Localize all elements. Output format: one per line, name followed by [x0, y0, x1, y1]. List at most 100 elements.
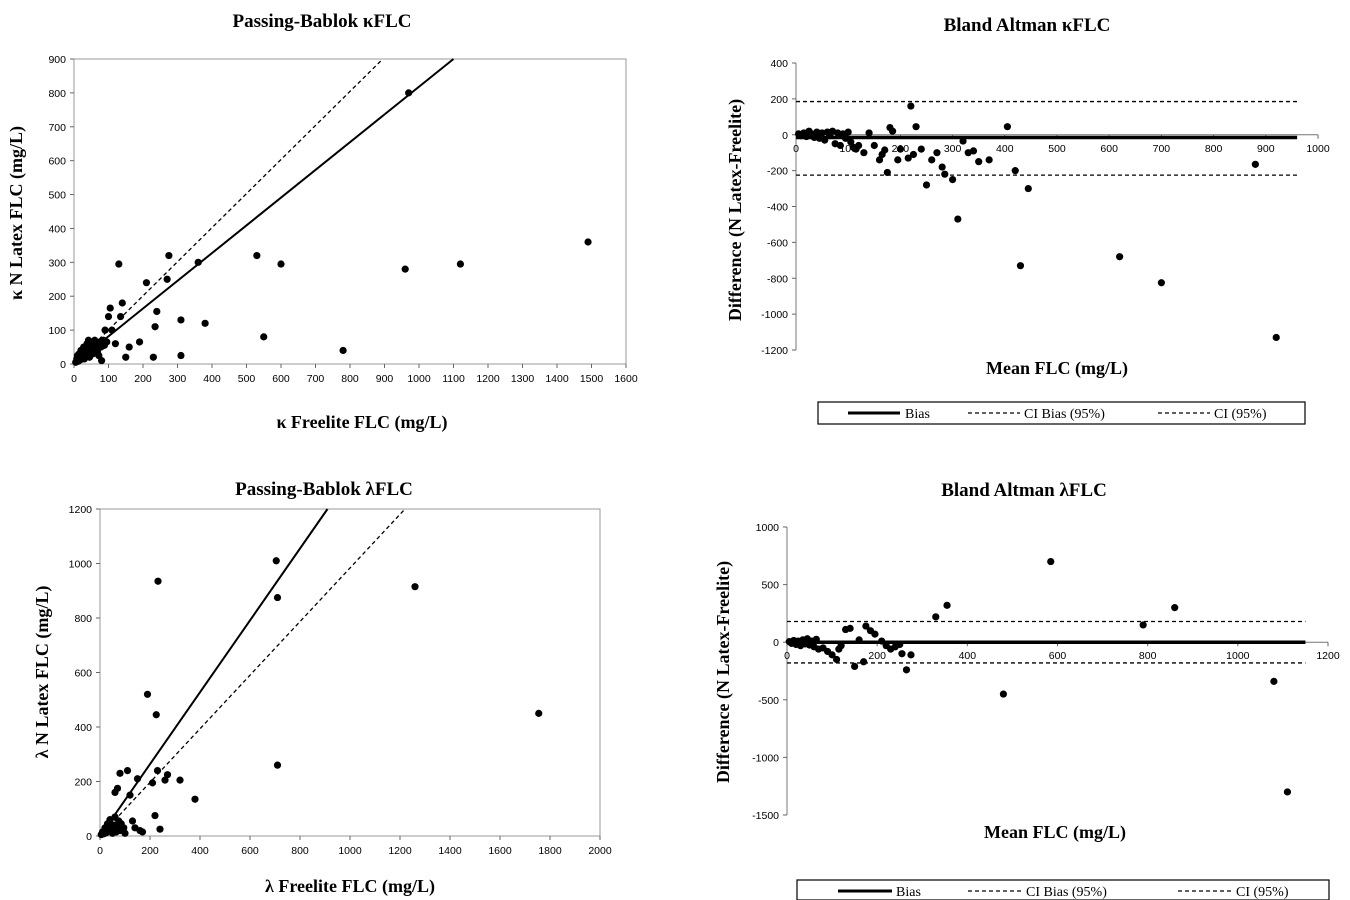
x-tick-label: 700	[1153, 143, 1171, 155]
x-tick-label: 1200	[476, 373, 500, 385]
data-point	[149, 353, 157, 361]
x-tick-label: 600	[1049, 650, 1067, 662]
data-point	[191, 795, 199, 803]
x-tick-label: 1000	[338, 845, 362, 857]
x-tick-label: 1100	[442, 373, 465, 385]
data-point	[260, 333, 268, 341]
plot-area: -1200-1000-800-600-400-20002004000100200…	[761, 58, 1330, 357]
x-tick-label: 400	[203, 373, 221, 385]
data-point	[949, 175, 957, 184]
x-tick-label: 1500	[580, 373, 604, 385]
y-axis-label: Difference (N Latex-Freelite)	[725, 99, 746, 321]
data-point	[1011, 167, 1019, 175]
plot-area: 0 200 400 600 800 1000 1200 1400 1600 1800 2000 0 20…	[69, 504, 612, 857]
passing-bablok-kappa-chart: Passing-Bablok κFLC κ Freelite FLC (mg/L…	[6, 11, 638, 433]
x-tick-label: 0	[97, 845, 103, 857]
y-axis-label: κ N Latex FLC (mg/L)	[6, 126, 27, 300]
x-tick-label: 100	[100, 373, 118, 385]
y-tick-label: -200	[767, 166, 788, 178]
data-point	[912, 123, 920, 131]
data-point	[917, 145, 925, 153]
data-point	[933, 149, 941, 157]
y-tick-label: -400	[767, 202, 788, 214]
data-point	[881, 146, 889, 154]
y-tick-label: 0	[782, 130, 788, 142]
data-point	[104, 312, 113, 321]
data-point	[902, 666, 911, 674]
data-point	[125, 343, 133, 351]
y-tick-label: 1000	[756, 522, 780, 534]
x-axis-label: Mean FLC (mg/L)	[986, 358, 1128, 379]
bland-altman-kappa-chart: Bland Altman κFLC Mean FLC (mg/L) Differ…	[725, 15, 1330, 425]
data-point	[1003, 123, 1012, 131]
x-tick-label: 0	[71, 373, 77, 385]
data-point	[1016, 262, 1025, 270]
x-tick-label: 1600	[614, 373, 638, 385]
x-tick-label: 300	[944, 143, 962, 155]
x-tick-label: 300	[169, 373, 187, 385]
x-axis-label: λ Freelite FLC (mg/L)	[265, 876, 435, 897]
x-tick-label: 600	[241, 845, 259, 857]
data-point	[116, 769, 124, 777]
data-point	[836, 141, 844, 150]
y-tick-label: 800	[48, 88, 66, 100]
x-tick-label: 900	[1257, 143, 1275, 155]
y-tick-label: 400	[48, 223, 66, 235]
y-tick-label: 0	[60, 359, 66, 371]
data-point	[837, 642, 845, 650]
data-point	[875, 156, 884, 164]
data-point	[161, 776, 169, 784]
data-point	[153, 307, 161, 316]
identity-line	[73, 58, 384, 365]
x-tick-label: 200	[141, 845, 159, 857]
x-tick-label: 400	[996, 143, 1014, 155]
data-point	[151, 811, 159, 820]
data-point	[153, 767, 162, 775]
data-point	[855, 141, 863, 150]
x-tick-label: 800	[1139, 650, 1157, 662]
y-tick-label: -800	[767, 273, 788, 285]
data-point	[98, 357, 106, 365]
data-point	[273, 593, 282, 602]
y-tick-label: 200	[770, 94, 788, 106]
legend: Bias CI Bias (95%) CI (95%)	[796, 879, 1330, 900]
data-point	[456, 260, 464, 268]
x-tick-label: 2000	[588, 845, 612, 857]
data-point	[969, 147, 978, 155]
data-point	[878, 637, 886, 645]
y-tick-label: 200	[48, 291, 66, 303]
x-tick-label: 1200	[1316, 650, 1340, 662]
data-point	[135, 338, 144, 346]
data-point	[832, 655, 841, 664]
data-point	[176, 776, 184, 784]
data-point	[177, 316, 185, 324]
data-point	[401, 265, 409, 273]
data-point	[1270, 677, 1278, 685]
data-point	[1272, 333, 1280, 342]
data-point	[142, 279, 151, 287]
x-tick-label: 600	[272, 373, 290, 385]
data-point	[194, 258, 202, 266]
data-point	[411, 583, 419, 591]
x-tick-label: 200	[868, 650, 886, 662]
plot-frame	[73, 58, 627, 365]
plot-area: -1500 -1000 -500 0 500 1000 0 200 400 600 800 1000 1…	[752, 522, 1340, 822]
data-point	[985, 156, 993, 164]
x-tick-label: 0	[793, 143, 799, 155]
data-point	[143, 690, 152, 698]
data-point	[108, 326, 116, 334]
x-tick-label: 1300	[511, 373, 535, 385]
data-point	[896, 145, 905, 153]
y-tick-label: -1000	[752, 752, 779, 764]
chart-title: Bland Altman κFLC	[944, 15, 1111, 36]
x-axis-label: κ Freelite FLC (mg/L)	[276, 412, 447, 433]
data-point	[1139, 621, 1147, 629]
data-point	[273, 761, 282, 769]
x-tick-label: 800	[341, 373, 359, 385]
data-point	[851, 662, 859, 670]
data-point	[253, 251, 261, 260]
data-point	[154, 577, 162, 585]
data-point	[909, 150, 918, 159]
data-point	[101, 326, 109, 334]
